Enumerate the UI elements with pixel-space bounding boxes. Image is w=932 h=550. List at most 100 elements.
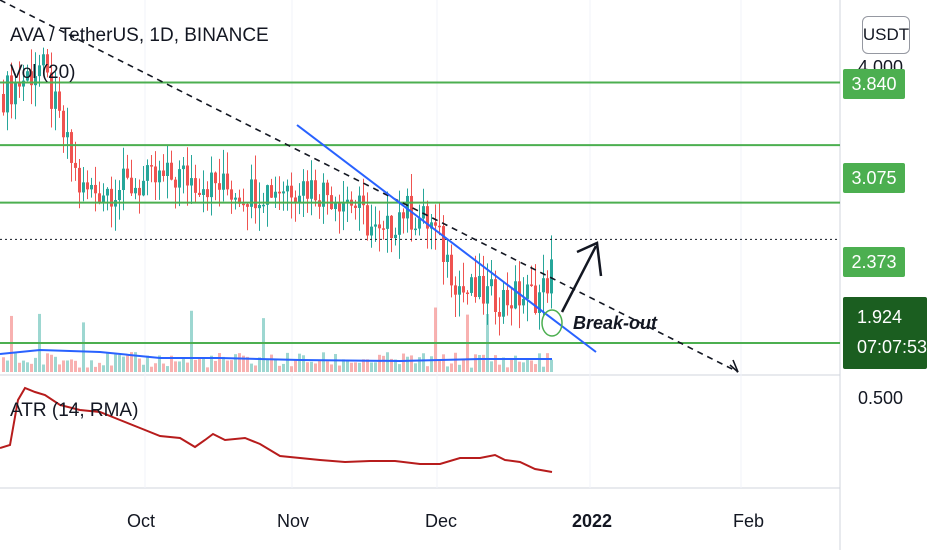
volume-bar <box>386 352 389 372</box>
volume-bar <box>418 357 421 372</box>
volume-bar <box>422 353 425 372</box>
candle-body <box>226 173 229 190</box>
volume-bar <box>166 366 169 372</box>
candle-body <box>30 71 33 86</box>
volume-bar <box>470 367 473 372</box>
volume-bar <box>2 357 5 372</box>
candle-body <box>214 172 217 184</box>
volume-bar <box>514 355 517 372</box>
candle-body <box>94 184 97 194</box>
candle-body <box>58 91 61 111</box>
candle-body <box>426 206 429 229</box>
candle-body <box>106 188 109 196</box>
candle-body <box>502 289 505 317</box>
atr-line <box>0 386 553 473</box>
volume-bar <box>330 364 333 372</box>
volume-bar <box>370 362 373 372</box>
volume-bar <box>298 353 301 372</box>
candle-body <box>166 162 169 176</box>
volume-bar <box>94 366 97 372</box>
volume-bar <box>518 361 521 372</box>
volume-bar <box>14 353 17 372</box>
volume-bar <box>190 310 193 372</box>
volume-bar <box>462 359 465 372</box>
volume-bar <box>366 359 369 372</box>
volume-bar <box>58 364 61 372</box>
atr-indicator-label: ATR (14, RMA) <box>10 400 139 421</box>
candle-body <box>422 206 425 219</box>
volume-bar <box>186 362 189 372</box>
candle-body <box>278 191 281 194</box>
candle-body <box>342 202 345 212</box>
candle-body <box>42 54 45 66</box>
volume-bar <box>374 362 377 372</box>
candle-body <box>86 182 89 190</box>
volume-bar <box>346 361 349 372</box>
volume-bar <box>318 360 321 372</box>
candle-body <box>402 212 405 219</box>
blue-trend-line <box>296 124 597 353</box>
currency-button[interactable]: USDT <box>862 16 910 54</box>
candle-body <box>38 65 41 77</box>
volume-bar <box>226 360 229 372</box>
candle-body <box>374 224 377 227</box>
candle-body <box>78 167 81 193</box>
volume-bar <box>22 360 25 372</box>
volume-indicator-label: Vol (20) <box>10 62 76 83</box>
volume-bar <box>290 366 293 372</box>
volume-bar <box>390 358 393 372</box>
candle-body <box>54 91 57 109</box>
volume-bar <box>150 366 153 372</box>
volume-bar <box>82 322 85 372</box>
level-badge-3075: 3.075 <box>843 163 905 193</box>
candle-body <box>398 212 401 235</box>
candle-body <box>394 234 397 239</box>
candle-body <box>118 190 121 201</box>
candle-body <box>182 165 185 170</box>
volume-bar <box>442 354 445 372</box>
volume-bar <box>278 365 281 372</box>
candle-body <box>478 275 481 298</box>
volume-bar <box>130 352 133 372</box>
volume-bar <box>302 355 305 372</box>
volume-bar <box>30 363 33 372</box>
volume-bar <box>138 358 141 372</box>
volume-bar <box>222 356 225 372</box>
candle-body <box>222 173 225 190</box>
volume-bar <box>126 354 129 372</box>
volume-bar <box>378 354 381 372</box>
candle-body <box>458 286 461 295</box>
candle-body <box>450 254 453 286</box>
candle-body <box>110 188 113 207</box>
candle-body <box>146 165 149 181</box>
volume-bar <box>70 359 73 372</box>
breakout-arrowhead <box>576 241 603 277</box>
volume-bar <box>234 354 237 372</box>
volume-bar <box>294 360 297 372</box>
volume-bar <box>510 358 513 372</box>
candle-body <box>434 222 437 226</box>
volume-bar <box>74 360 77 372</box>
volume-bar <box>46 353 49 372</box>
candle-body <box>446 254 449 262</box>
volume-bar <box>106 352 109 372</box>
volume-bar <box>542 366 545 372</box>
candle-body <box>506 289 509 306</box>
candle-body <box>26 71 29 81</box>
candle-body <box>406 195 409 219</box>
volume-bar <box>382 355 385 372</box>
candle-body <box>70 132 73 163</box>
candle-body <box>198 192 201 195</box>
candle-body <box>202 189 205 195</box>
candle-body <box>466 292 469 295</box>
candle-body <box>138 187 141 196</box>
level-badge-3840: 3.840 <box>843 69 905 99</box>
volume-bar <box>358 362 361 372</box>
candle-body <box>246 204 249 207</box>
volume-bar <box>142 364 145 372</box>
volume-bar <box>62 360 65 372</box>
candle-body <box>378 224 381 229</box>
volume-bar <box>426 366 429 372</box>
volume-bar <box>66 360 69 372</box>
